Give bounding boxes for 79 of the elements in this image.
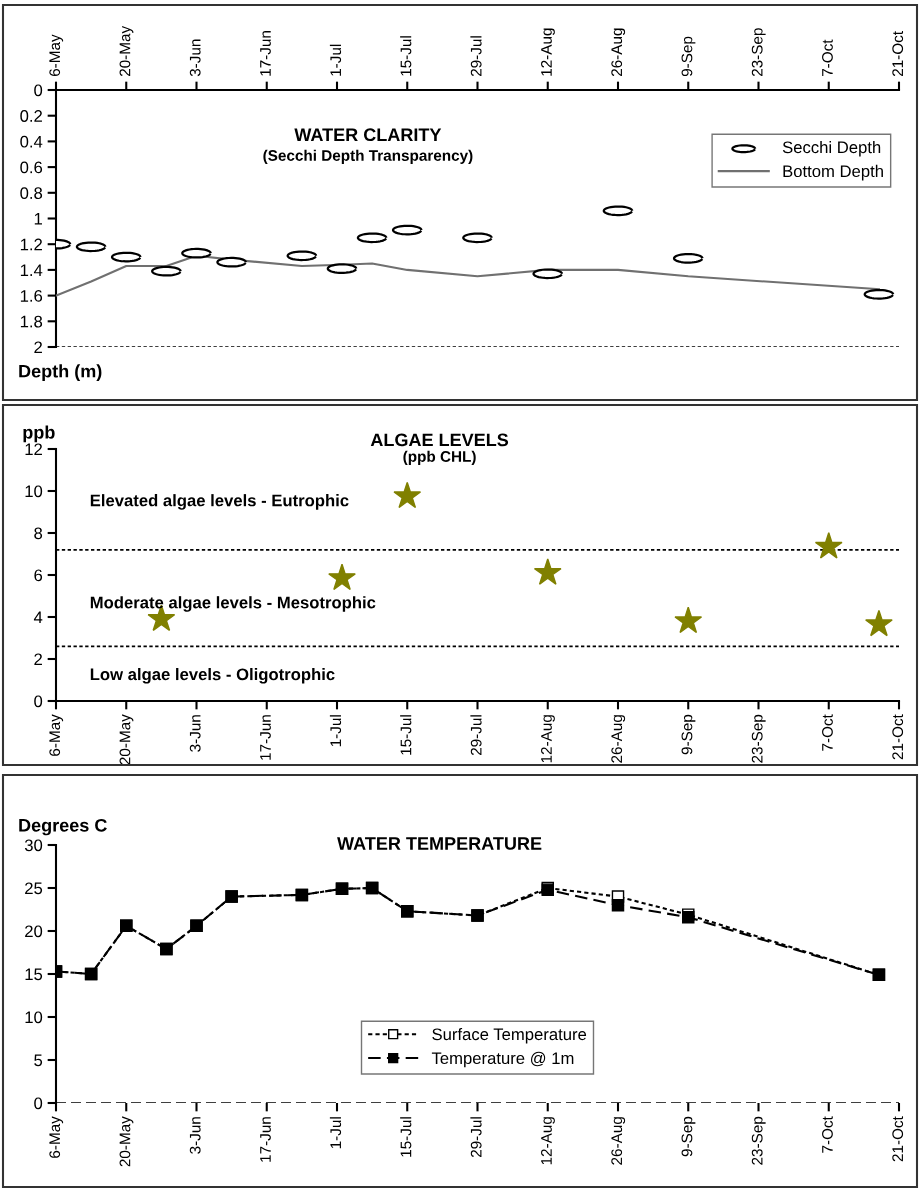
y-axis-title: Degrees C [19, 818, 107, 836]
annotation: Moderate algae levels - Mesotrophic [90, 596, 376, 612]
x-tick-label: 12-Aug [541, 28, 555, 76]
x-tick-label: 7-Oct [822, 1116, 833, 1153]
chart-title: WATER TEMPERATURE [337, 837, 542, 850]
x-tick-label: 20-May [119, 714, 134, 765]
y-tick-label: 1.4 [20, 264, 43, 276]
y-tick-label: 0 [34, 84, 43, 97]
chart-subtitle: (ppb CHL) [403, 450, 476, 465]
x-tick-label: 29-Jul [470, 1117, 482, 1158]
y-tick-label: 15 [25, 968, 43, 981]
y-tick-label: 0.6 [20, 161, 43, 174]
y-axis-title: Depth (m) [19, 364, 102, 382]
x-tick-label: 23-Sep [751, 714, 766, 763]
x-tick-label: 26-Aug [611, 715, 626, 763]
x-tick-label: 20-May [119, 1116, 134, 1167]
x-tick-label: 1-Jul [329, 715, 342, 747]
x-tick-label: 15-Jul [400, 1117, 412, 1157]
x-tick-label: 26-Aug [611, 1117, 626, 1165]
y-tick-label: 6 [34, 569, 43, 582]
x-tick-label: 6-May [49, 1116, 64, 1158]
y-tick-label: 0 [34, 1097, 43, 1110]
x-tick-label: 15-Jul [400, 36, 412, 76]
x-tick-label: 1-Jul [329, 44, 342, 76]
x-tick-label: 9-Sep [681, 1116, 696, 1157]
legend-label: Secchi Depth [782, 140, 881, 157]
x-tick-label: 23-Sep [751, 28, 766, 77]
x-tick-label: 17-Jun [260, 715, 271, 760]
x-tick-label: 9-Sep [681, 36, 696, 77]
chart-title: ALGAE LEVELS [370, 433, 509, 447]
y-tick-label: 0.4 [20, 135, 43, 148]
y-tick-label: 1.8 [20, 315, 43, 328]
x-tick-label: 3-Jun [189, 715, 201, 752]
x-tick-label: 26-Aug [611, 28, 626, 77]
y-tick-label: 2 [34, 341, 42, 354]
x-tick-label: 17-Jun [260, 31, 271, 76]
y-tick-label: 25 [25, 882, 43, 895]
y-tick-label: 1.6 [20, 290, 43, 302]
x-tick-label: 6-May [49, 714, 64, 756]
x-tick-label: 21-Oct [892, 714, 904, 760]
x-tick-label: 23-Sep [751, 1116, 766, 1165]
text: WATER CLARITY [294, 128, 442, 142]
x-tick-label: 17-Jun [260, 1117, 271, 1162]
y-tick-label: 1 [34, 213, 42, 225]
text: (Secchi Depth Transparency) [263, 149, 473, 164]
y-tick-label: 20 [25, 925, 43, 938]
y-tick-label: 10 [25, 1011, 43, 1024]
y-tick-label: 4 [33, 611, 43, 624]
x-tick-label: 1-Jul [329, 1117, 342, 1149]
y-tick-label: 1.2 [20, 238, 42, 251]
annotation: Elevated algae levels - Eutrophic [90, 494, 349, 510]
y-axis-title: ppb [23, 425, 55, 443]
y-tick-label: 30 [24, 839, 43, 852]
x-tick-label: 15-Jul [400, 715, 412, 755]
y-tick-label: 0.8 [20, 187, 43, 199]
x-tick-label: 12-Aug [541, 715, 555, 763]
y-tick-label: 8 [34, 527, 43, 540]
y-tick-label: 5 [34, 1054, 43, 1067]
legend-label: Bottom Depth [783, 164, 883, 181]
y-tick-label: 2 [34, 653, 42, 666]
x-tick-label: 3-Jun [189, 39, 201, 77]
y-tick-label: 10 [25, 485, 43, 498]
legend-label: Temperature @ 1m [431, 1051, 574, 1068]
x-tick-label: 12-Aug [541, 1117, 555, 1165]
x-tick-label: 29-Jul [470, 36, 482, 77]
y-tick-label: 12 [25, 443, 42, 456]
x-tick-label: 3-Jun [189, 1117, 201, 1154]
x-tick-label: 21-Oct [892, 1116, 904, 1162]
x-tick-label: 20-May [119, 25, 134, 77]
y-tick-label: 0 [34, 695, 43, 708]
y-tick-label: 0.2 [20, 110, 42, 122]
legend-label: Surface Temperature [432, 1027, 587, 1044]
x-tick-label: 7-Oct [822, 714, 833, 751]
annotation: Low algae levels - Oligotrophic [90, 668, 335, 684]
x-tick-label: 29-Jul [470, 715, 482, 756]
x-tick-label: 6-May [49, 34, 64, 77]
x-tick-label: 9-Sep [681, 714, 696, 755]
x-tick-label: 21-Oct [892, 31, 904, 77]
x-tick-label: 7-Oct [822, 39, 833, 77]
